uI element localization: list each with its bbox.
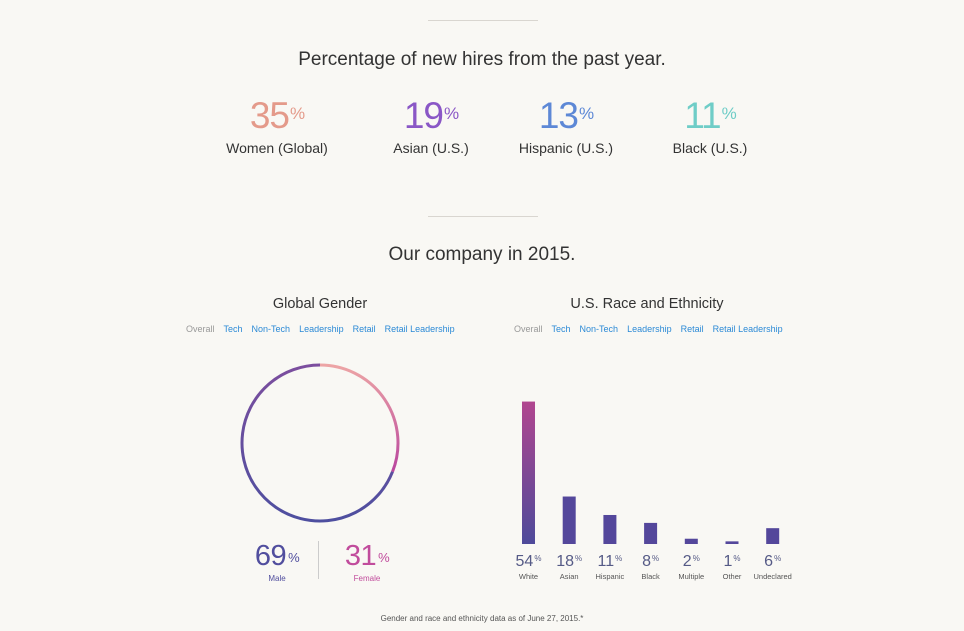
- bar-unit: %: [615, 554, 623, 563]
- donut-male-arc: [240, 363, 394, 523]
- company-heading: Our company in 2015.: [388, 244, 576, 265]
- bar-label-white: 54% White: [507, 553, 551, 581]
- bar-label-asian: 18% Asian: [547, 553, 591, 581]
- bar-category: Asian: [559, 572, 579, 581]
- divider-middle: [428, 216, 538, 217]
- male-unit: %: [288, 550, 300, 565]
- bar-black: [644, 522, 658, 544]
- bar-asian: [562, 496, 576, 544]
- bar-category: Black: [641, 572, 660, 581]
- bar-unit: %: [651, 554, 660, 563]
- bar-label-black: 8% Black: [629, 553, 673, 581]
- bar-label-hispanic: 11% Hispanic: [588, 553, 632, 581]
- stat-unit: %: [444, 104, 459, 123]
- bar-category: Multiple: [678, 572, 705, 581]
- bar-unit: %: [733, 554, 741, 563]
- hires-stat: 11% Black (U.S.): [630, 96, 790, 157]
- bar-value: 6: [764, 553, 774, 570]
- donut-female-arc: [319, 363, 400, 473]
- tab-retail[interactable]: Retail: [352, 324, 376, 334]
- female-value: 31: [344, 540, 377, 572]
- bar-undeclared: [766, 528, 780, 544]
- bar-value: 8: [642, 553, 651, 570]
- bar-hispanic: [603, 514, 617, 544]
- bar-unit: %: [575, 554, 583, 563]
- gender-donut-chart: [240, 363, 400, 523]
- tab-leadership[interactable]: Leadership: [299, 324, 344, 334]
- male-label: Male: [268, 574, 286, 583]
- gender-tabs: Overall Tech Non-Tech Leadership Retail Retai…: [186, 324, 464, 334]
- hires-stat-label: Black (U.S.): [672, 140, 748, 156]
- hires-stat-value: 11%: [630, 96, 790, 136]
- bar-unit: %: [692, 554, 700, 563]
- divider-top: [428, 20, 538, 21]
- stat-unit: %: [579, 104, 594, 123]
- bar-category: White: [518, 572, 539, 581]
- bar-unit: %: [534, 554, 542, 563]
- stat-number: 11: [684, 95, 721, 136]
- bar-category: Undeclared: [753, 572, 792, 581]
- hires-stat-value: 35%: [197, 96, 357, 136]
- bar-value: 1: [723, 553, 733, 570]
- male-percentage: 69% Male: [240, 540, 314, 583]
- hires-stat: 35% Women (Global): [197, 96, 357, 157]
- male-value: 69: [254, 540, 287, 572]
- race-bar-chart: [522, 362, 780, 544]
- hires-stat: 19% Asian (U.S.): [351, 96, 511, 157]
- female-unit: %: [378, 550, 390, 565]
- stat-number: 19: [403, 95, 444, 136]
- hires-heading: Percentage of new hires from the past ye…: [298, 49, 666, 70]
- hires-stat-label: Hispanic (U.S.): [518, 140, 614, 156]
- bar-label-other: 1% Other: [710, 553, 754, 581]
- bar-multiple: [684, 538, 698, 544]
- hires-stat-label: Women (Global): [226, 140, 328, 156]
- hires-stat-label: Asian (U.S.): [393, 140, 469, 156]
- female-percentage: 31% Female: [330, 540, 404, 583]
- stat-unit: %: [290, 104, 305, 123]
- tab-overall[interactable]: Overall: [186, 324, 215, 334]
- bar-unit: %: [774, 554, 782, 563]
- hires-stat-value: 19%: [351, 96, 511, 136]
- gender-title: Global Gender: [272, 296, 368, 312]
- stat-number: 35: [249, 95, 290, 136]
- bar-other: [725, 541, 739, 544]
- tab-tech[interactable]: Tech: [551, 324, 571, 334]
- hires-stat: 13% Hispanic (U.S.): [486, 96, 646, 157]
- bar-white: [522, 401, 535, 544]
- race-tabs: Overall Tech Non-Tech Leadership Retail Retai…: [514, 324, 792, 334]
- tab-non-tech[interactable]: Non-Tech: [579, 324, 619, 334]
- female-label: Female: [353, 574, 381, 583]
- footnote: Gender and race and ethnicity data as of…: [380, 614, 584, 623]
- tab-retail[interactable]: Retail: [680, 324, 704, 334]
- tab-retail-leadership[interactable]: Retail Leadership: [712, 324, 783, 334]
- tab-non-tech[interactable]: Non-Tech: [251, 324, 291, 334]
- bar-value: 54: [515, 553, 534, 570]
- bar-value: 11: [597, 553, 615, 570]
- tab-retail-leadership[interactable]: Retail Leadership: [384, 324, 455, 334]
- bar-category: Hispanic: [595, 572, 625, 581]
- tab-overall[interactable]: Overall: [514, 324, 543, 334]
- bar-category: Other: [722, 572, 742, 581]
- hires-stat-value: 13%: [486, 96, 646, 136]
- gender-separator: [318, 541, 319, 579]
- bar-value: 18: [556, 553, 575, 570]
- bar-label-undeclared: 6% Undeclared: [751, 553, 795, 581]
- tab-leadership[interactable]: Leadership: [627, 324, 672, 334]
- stat-unit: %: [721, 104, 737, 123]
- bar-label-multiple: 2% Multiple: [669, 553, 713, 581]
- tab-tech[interactable]: Tech: [223, 324, 243, 334]
- stat-number: 13: [538, 95, 579, 136]
- bar-value: 2: [682, 553, 692, 570]
- race-title: U.S. Race and Ethnicity: [570, 296, 724, 312]
